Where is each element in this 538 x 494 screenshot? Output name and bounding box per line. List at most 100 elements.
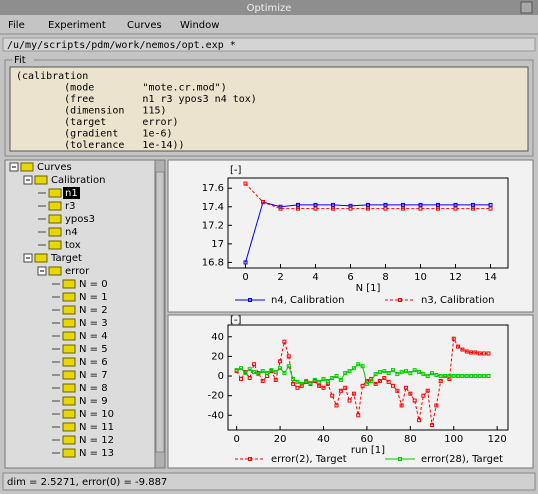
point [434, 403, 439, 408]
folder-icon [62, 448, 76, 458]
tree-label[interactable]: N = 11 [79, 422, 114, 433]
fit-line: (calibration [16, 71, 88, 82]
point [430, 423, 435, 428]
point [464, 374, 469, 379]
x-axis-label: run [1] [351, 445, 385, 456]
tree-label[interactable]: N = 13 [79, 448, 114, 459]
scroll-thumb[interactable] [155, 171, 165, 453]
close-button[interactable] [520, 1, 533, 14]
point [278, 359, 283, 364]
folder-icon [62, 357, 76, 367]
menu-item[interactable]: Curves [127, 20, 162, 31]
x-tick-label: 100 [444, 434, 463, 445]
point [382, 375, 387, 380]
x-tick-label: 60 [361, 434, 374, 445]
point [260, 378, 265, 383]
tree-label[interactable]: Curves [37, 162, 72, 173]
tree-label[interactable]: N = 10 [79, 409, 114, 420]
point [239, 366, 244, 371]
point [247, 375, 252, 380]
point [418, 202, 423, 207]
legend-label: n3, Calibration [421, 295, 494, 306]
x-axis-label: N [1] [356, 283, 381, 294]
point [356, 362, 361, 367]
y-tick-label: 17.2 [202, 220, 224, 231]
folder-icon [62, 396, 76, 406]
point [296, 202, 300, 207]
point [401, 202, 405, 207]
tree-label[interactable]: N = 4 [79, 331, 108, 342]
tree-label[interactable]: N = 9 [79, 396, 108, 407]
folder-icon [62, 383, 76, 393]
window-title: Optimize [247, 3, 292, 14]
point [383, 206, 388, 211]
path-field[interactable] [2, 37, 536, 52]
tree-label[interactable]: r3 [65, 201, 75, 212]
point [234, 368, 239, 373]
point [469, 374, 474, 379]
point [330, 393, 335, 398]
tree-label[interactable]: N = 2 [79, 305, 108, 316]
point [347, 398, 352, 403]
point [338, 377, 343, 382]
point [356, 413, 361, 418]
point [321, 385, 326, 390]
point [473, 374, 478, 379]
tree-label[interactable]: N = 3 [79, 318, 108, 329]
point [438, 374, 443, 379]
menu-item[interactable]: File [8, 20, 25, 31]
tree-label[interactable]: Calibration [51, 175, 105, 186]
tree-label[interactable]: error [65, 266, 90, 277]
fit-text-area[interactable] [9, 66, 529, 152]
folder-icon [48, 214, 62, 224]
point [486, 374, 491, 379]
x-tick-label: 0 [242, 272, 248, 283]
menu-item[interactable]: Window [180, 20, 219, 31]
point [252, 370, 257, 375]
point [304, 378, 309, 383]
point [403, 385, 408, 390]
tree-label[interactable]: ypos3 [65, 214, 95, 225]
status-text: dim = 2.5271, error(0) = -9.887 [7, 477, 167, 488]
point [464, 349, 469, 354]
tree-label[interactable]: Target [50, 253, 82, 264]
tree-label[interactable]: N = 8 [79, 383, 108, 394]
point [471, 202, 475, 207]
y-tick-label: -20 [208, 391, 224, 402]
point [265, 371, 270, 376]
point [456, 344, 461, 349]
tree-label[interactable]: n1 [65, 188, 78, 199]
point [460, 347, 465, 352]
tree-label[interactable]: N = 7 [79, 370, 108, 381]
tree-label[interactable]: tox [65, 240, 81, 251]
point [364, 381, 369, 386]
point [317, 379, 322, 384]
y-tick-label: 17 [211, 239, 224, 250]
x-tick-label: 2 [277, 272, 283, 283]
point [338, 388, 343, 393]
point [260, 369, 265, 374]
point [482, 374, 487, 379]
tree-label[interactable]: N = 6 [79, 357, 108, 368]
point [273, 377, 278, 382]
fit-label-bg [12, 55, 34, 65]
tree-label[interactable]: N = 12 [79, 435, 114, 446]
point [425, 388, 430, 393]
series-line [245, 183, 491, 210]
legend-marker [248, 298, 252, 302]
legend-marker [398, 298, 402, 302]
tree-label[interactable]: N = 1 [79, 292, 108, 303]
point [286, 364, 291, 369]
menu-item[interactable]: Experiment [48, 20, 106, 31]
tree-label[interactable]: N = 0 [79, 279, 108, 290]
x-tick-label: 10 [414, 272, 427, 283]
chart-panel [167, 159, 534, 313]
tree-label[interactable]: N = 5 [79, 344, 108, 355]
tree-label[interactable]: n4 [65, 227, 78, 238]
point [317, 383, 322, 388]
point [282, 371, 287, 376]
point [243, 181, 248, 186]
point [334, 403, 339, 408]
point [460, 374, 465, 379]
